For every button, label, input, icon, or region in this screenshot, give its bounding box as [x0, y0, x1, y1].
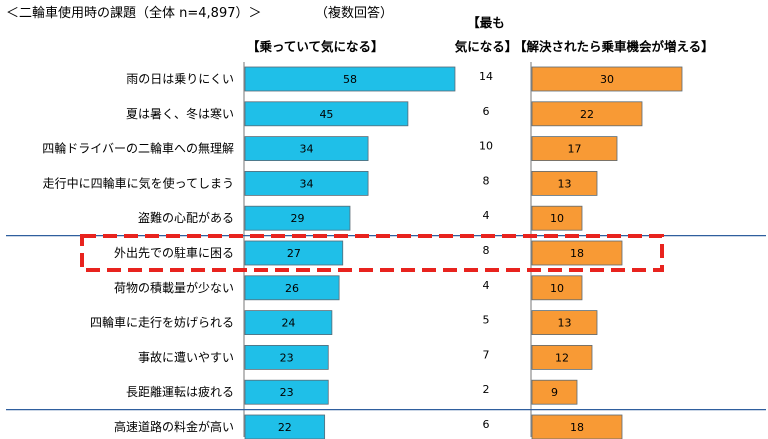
- concern-bar: [244, 344, 329, 370]
- concern-value-label: 34: [300, 177, 314, 190]
- header-solution: 【解決されたら乗車機会が増える】: [514, 39, 714, 54]
- category-label: 四輪車に走行を妨げられる: [90, 315, 234, 330]
- concern-bar: [244, 66, 456, 92]
- concern-value-label: 23: [280, 351, 294, 364]
- solution-value-label: 18: [570, 421, 584, 434]
- category-label: 事故に遭いやすい: [138, 349, 234, 364]
- most-concern-value: 5: [483, 314, 490, 327]
- most-concern-value: 6: [483, 418, 490, 431]
- solution-bar: [531, 379, 578, 405]
- solution-value-label: 17: [568, 143, 582, 156]
- chart-title: ＜二輪車使用時の課題（全体 n=4,897）＞: [6, 5, 261, 21]
- solution-value-label: 22: [580, 108, 594, 121]
- category-label: 外出先での駐車に困る: [114, 245, 234, 260]
- solution-value-label: 13: [558, 317, 572, 330]
- most-concern-value: 7: [483, 348, 490, 361]
- concern-value-label: 58: [343, 73, 357, 86]
- concern-bar: [244, 310, 333, 336]
- category-label: 夏は暑く、冬は寒い: [126, 106, 234, 121]
- solution-bar: [531, 136, 618, 162]
- solution-value-label: 9: [551, 386, 558, 399]
- concern-bar: [244, 379, 329, 405]
- solution-bar: [531, 101, 643, 127]
- concern-bar: [244, 170, 369, 196]
- category-label: 盗難の心配がある: [138, 210, 234, 225]
- most-concern-value: 10: [479, 140, 493, 153]
- category-label: 高速道路の料金が高い: [114, 419, 234, 434]
- solution-value-label: 10: [550, 282, 564, 295]
- concern-value-label: 45: [319, 108, 333, 121]
- solution-value-label: 10: [550, 212, 564, 225]
- most-concern-value: 4: [483, 279, 490, 292]
- solution-bar: [531, 205, 583, 231]
- highlight-box: [80, 234, 664, 272]
- most-concern-value: 4: [483, 209, 490, 222]
- concern-bar: [244, 414, 326, 439]
- most-concern-value: 14: [479, 70, 493, 83]
- category-label: 長距離運転は疲れる: [126, 384, 234, 399]
- solution-bar: [531, 170, 598, 196]
- concern-bar: [244, 240, 344, 266]
- solution-value-label: 13: [558, 177, 572, 190]
- concern-bar: [244, 275, 340, 301]
- solution-bar: [531, 240, 623, 266]
- concern-value-label: 29: [290, 212, 304, 225]
- concern-value-label: 22: [278, 421, 292, 434]
- solution-bar: [531, 344, 593, 370]
- solution-bar: [531, 275, 583, 301]
- category-label: 四輪ドライバーの二輪車への無理解: [42, 141, 234, 156]
- solution-value-label: 12: [555, 351, 569, 364]
- concern-bar: [244, 136, 369, 162]
- chart-subtitle: （複数回答）: [315, 5, 393, 21]
- concern-value-label: 34: [300, 143, 314, 156]
- header-concern: 【乗っていて気になる】: [247, 39, 384, 54]
- concern-value-label: 27: [287, 247, 301, 260]
- category-label: 走行中に四輪車に気を使ってしまう: [43, 175, 234, 190]
- solution-bar: [531, 66, 683, 92]
- concern-value-label: 26: [285, 282, 299, 295]
- most-concern-value: 6: [483, 105, 490, 118]
- concern-value-label: 23: [280, 386, 294, 399]
- header-most-line2: 気になる】: [455, 39, 518, 54]
- most-concern-value: 8: [483, 174, 490, 187]
- solution-value-label: 18: [570, 247, 584, 260]
- header-most-line1: 【最も: [467, 15, 505, 30]
- concern-value-label: 24: [281, 317, 295, 330]
- concern-bar: [244, 205, 351, 231]
- solution-bar: [531, 414, 623, 439]
- most-concern-value: 8: [483, 244, 490, 257]
- solution-value-label: 30: [600, 73, 614, 86]
- solution-bar: [531, 310, 598, 336]
- category-label: 雨の日は乗りにくい: [126, 72, 234, 86]
- concern-bar: [244, 101, 409, 127]
- category-label: 荷物の積載量が少ない: [114, 280, 234, 295]
- most-concern-value: 2: [483, 383, 490, 396]
